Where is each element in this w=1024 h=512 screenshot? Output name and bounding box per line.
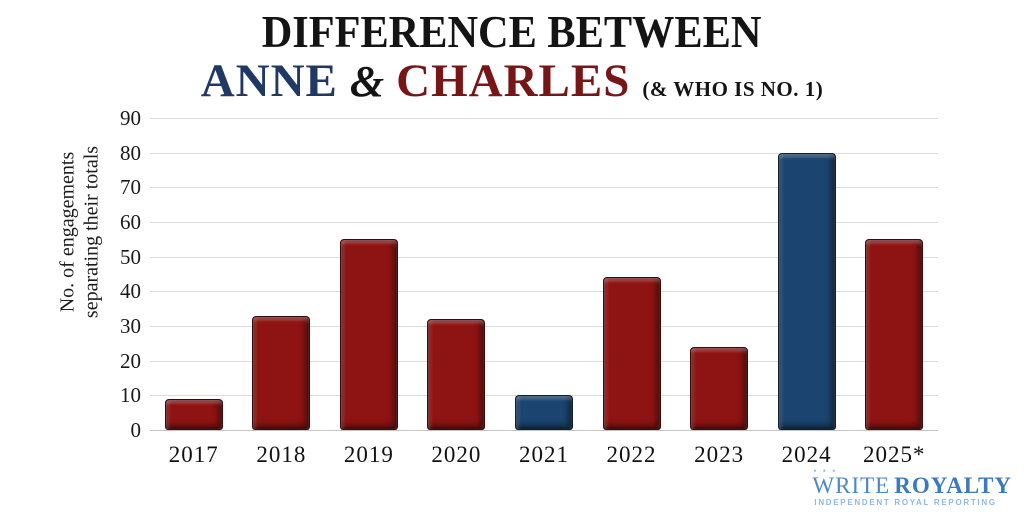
gridline bbox=[150, 222, 938, 223]
gridline bbox=[150, 360, 938, 362]
title-ampersand: & bbox=[349, 57, 385, 107]
gridline bbox=[150, 326, 938, 327]
chart-title-line2: ANNE & CHARLES (& WHO IS NO. 1) bbox=[0, 58, 1024, 105]
logo-word-write: WRITE bbox=[812, 473, 891, 498]
bar-2019 bbox=[339, 239, 398, 430]
y-tick-label: 40 bbox=[120, 279, 141, 304]
y-axis-ticks: 0 10 20 30 40 50 60 70 80 90 bbox=[0, 107, 141, 441]
y-tick-label: 30 bbox=[120, 314, 141, 338]
y-tick-label: 80 bbox=[120, 140, 141, 165]
gridline bbox=[150, 152, 938, 154]
title-subtitle: (& WHO IS NO. 1) bbox=[642, 77, 824, 102]
title-anne: ANNE bbox=[200, 55, 338, 108]
bar-2018 bbox=[252, 316, 311, 430]
y-tick-label: 0 bbox=[130, 418, 142, 442]
x-tick-label-2017: 2017 bbox=[168, 442, 219, 467]
title-charles: CHARLES bbox=[396, 55, 631, 108]
crown-icon: • • • bbox=[813, 466, 838, 476]
gridline bbox=[150, 256, 938, 258]
x-tick-label-2019: 2019 bbox=[343, 442, 394, 467]
y-tick-label: 60 bbox=[120, 210, 141, 234]
gridline bbox=[150, 291, 938, 293]
gridline bbox=[150, 118, 938, 119]
y-tick-label: 90 bbox=[120, 106, 141, 130]
x-tick-label-2022: 2022 bbox=[606, 442, 657, 467]
y-tick-label: 20 bbox=[120, 348, 141, 373]
y-tick-label: 50 bbox=[120, 244, 141, 269]
plot-area: 2017 2018 2019 2020 2021 2022 2023 2024 2025* bbox=[150, 118, 938, 467]
y-tick-label: 70 bbox=[120, 175, 141, 200]
gridline bbox=[150, 187, 938, 189]
bar-2021 bbox=[515, 395, 573, 430]
x-tick-label-2024: 2024 bbox=[781, 442, 832, 467]
y-tick-label: 10 bbox=[120, 383, 141, 408]
x-tick-label-2021: 2021 bbox=[518, 442, 569, 467]
x-tick-label-2023: 2023 bbox=[694, 442, 745, 467]
bar-2025 bbox=[865, 239, 924, 430]
bar-2020 bbox=[427, 319, 486, 430]
bar-2024 bbox=[777, 153, 836, 430]
bar-2022 bbox=[602, 277, 661, 430]
chart-title: DIFFERENCE BETWEEN ANNE & CHARLES (& WHO… bbox=[0, 6, 1024, 105]
x-tick-label-2020: 2020 bbox=[431, 442, 482, 467]
logo-word-royalty: ROYALTY bbox=[894, 473, 1012, 498]
x-tick-label-2025: 2025* bbox=[862, 442, 926, 467]
bar-2023 bbox=[690, 347, 749, 430]
bar-2017 bbox=[164, 399, 223, 430]
x-tick-label-2018: 2018 bbox=[256, 442, 307, 467]
x-axis-baseline bbox=[150, 430, 938, 431]
logo-tagline: INDEPENDENT ROYAL REPORTING bbox=[814, 498, 997, 507]
chart-title-line1: DIFFERENCE BETWEEN bbox=[262, 6, 762, 57]
write-royalty-logo: • • • WRITE ROYALTY INDEPENDENT ROYAL RE… bbox=[812, 467, 1012, 508]
logo-wordmark: • • • WRITE ROYALTY bbox=[812, 467, 1012, 498]
